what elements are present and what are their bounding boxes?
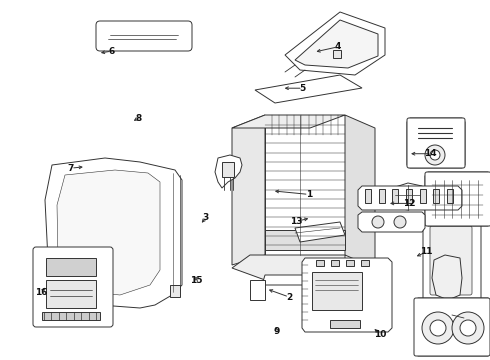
Polygon shape	[345, 115, 375, 268]
Bar	[379, 189, 385, 203]
Bar	[433, 189, 440, 203]
Polygon shape	[358, 186, 462, 210]
Text: 11: 11	[420, 247, 433, 256]
Polygon shape	[432, 255, 462, 300]
Text: 3: 3	[203, 213, 209, 222]
Bar	[42, 312, 100, 320]
Bar	[170, 285, 180, 297]
FancyBboxPatch shape	[96, 21, 192, 51]
Circle shape	[430, 320, 446, 336]
Text: 15: 15	[190, 276, 202, 284]
Polygon shape	[255, 75, 362, 103]
Polygon shape	[57, 170, 160, 295]
Bar	[331, 260, 339, 266]
Polygon shape	[262, 275, 348, 285]
Bar	[365, 189, 371, 203]
Bar	[447, 189, 453, 203]
Text: 4: 4	[335, 42, 342, 51]
Polygon shape	[358, 212, 425, 232]
Text: 6: 6	[109, 46, 115, 55]
Circle shape	[430, 150, 440, 160]
Polygon shape	[265, 230, 345, 250]
Circle shape	[425, 145, 445, 165]
FancyBboxPatch shape	[407, 118, 465, 168]
Bar	[316, 260, 324, 266]
Bar	[346, 260, 354, 266]
Polygon shape	[424, 218, 478, 322]
Text: 9: 9	[273, 328, 280, 336]
Polygon shape	[45, 158, 182, 308]
Text: 13: 13	[290, 217, 303, 226]
Bar	[392, 189, 398, 203]
Circle shape	[372, 216, 384, 228]
Bar	[419, 189, 426, 203]
Polygon shape	[34, 248, 112, 326]
Text: 7: 7	[68, 163, 74, 172]
Circle shape	[452, 312, 484, 344]
Polygon shape	[232, 255, 345, 280]
Polygon shape	[330, 280, 345, 300]
Circle shape	[460, 320, 476, 336]
Text: 1: 1	[306, 190, 312, 199]
FancyBboxPatch shape	[423, 217, 481, 323]
Polygon shape	[215, 155, 242, 188]
Text: 2: 2	[286, 292, 292, 302]
Bar	[312, 272, 362, 310]
Text: 5: 5	[300, 84, 306, 93]
Text: 8: 8	[135, 113, 141, 122]
Bar	[361, 260, 369, 266]
Polygon shape	[295, 20, 378, 68]
Polygon shape	[388, 183, 428, 210]
Bar	[46, 258, 96, 276]
Polygon shape	[302, 258, 392, 332]
FancyBboxPatch shape	[430, 226, 472, 295]
FancyBboxPatch shape	[414, 298, 490, 356]
Text: 12: 12	[403, 199, 416, 208]
Circle shape	[422, 312, 454, 344]
Bar	[222, 162, 234, 177]
Circle shape	[394, 216, 406, 228]
Polygon shape	[232, 115, 345, 128]
Polygon shape	[285, 12, 385, 75]
FancyBboxPatch shape	[425, 172, 490, 226]
Text: 10: 10	[373, 330, 386, 339]
FancyBboxPatch shape	[33, 247, 113, 327]
Polygon shape	[407, 118, 465, 168]
Bar	[406, 189, 412, 203]
Polygon shape	[265, 115, 345, 255]
Bar	[46, 280, 96, 308]
Text: 16: 16	[35, 288, 48, 297]
Text: 14: 14	[424, 149, 437, 158]
Polygon shape	[415, 298, 490, 356]
Bar	[333, 50, 341, 58]
Polygon shape	[232, 115, 265, 265]
Polygon shape	[250, 280, 265, 300]
Bar	[330, 320, 360, 328]
Polygon shape	[425, 172, 490, 226]
Polygon shape	[295, 222, 345, 242]
